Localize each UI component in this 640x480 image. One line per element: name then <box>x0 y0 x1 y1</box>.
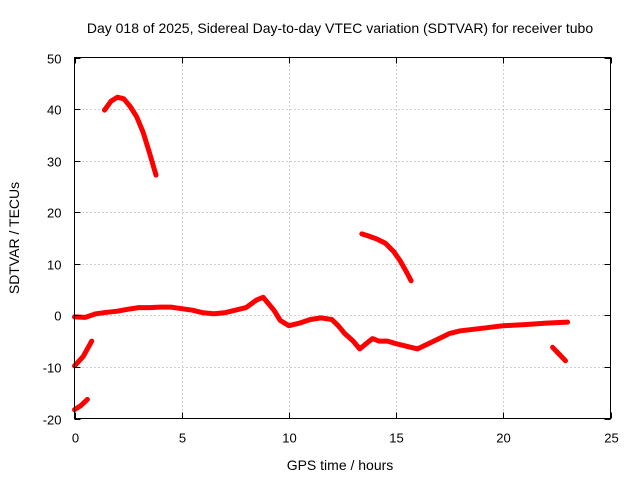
series-mid-descent <box>359 231 414 284</box>
series-early-low <box>72 396 90 413</box>
series-main <box>72 294 571 352</box>
series-late-drop <box>550 344 568 364</box>
y-tick-label: 30 <box>47 155 61 170</box>
x-tick-label: 0 <box>72 431 79 446</box>
x-axis-label: GPS time / hours <box>287 457 394 473</box>
grid-lines <box>74 57 611 419</box>
chart-title: Day 018 of 2025, Sidereal Day-to-day VTE… <box>87 20 594 36</box>
y-axis-label: SDTVAR / TECUs <box>6 182 22 294</box>
x-tick-label: 20 <box>496 431 510 446</box>
x-tick-label: 10 <box>282 431 296 446</box>
y-tick-label: 50 <box>47 52 61 67</box>
x-tick-label: 15 <box>389 431 403 446</box>
y-tick-label: -20 <box>43 413 62 428</box>
y-tick-label: 0 <box>54 309 61 324</box>
series-early-rise <box>72 338 95 369</box>
y-tick-label: 20 <box>47 206 61 221</box>
y-tick-label: -10 <box>43 361 62 376</box>
y-tick-label: 40 <box>47 103 61 118</box>
y-tick-labels: -20 -10 0 10 20 30 40 50 <box>43 52 62 428</box>
plot-frame <box>74 57 611 419</box>
axis-ticks <box>74 57 612 420</box>
series-arc-high <box>102 94 159 178</box>
data-series <box>72 94 571 413</box>
x-tick-label: 5 <box>179 431 186 446</box>
x-tick-labels: 0 5 10 15 20 25 <box>72 431 619 446</box>
x-tick-label: 25 <box>604 431 618 446</box>
y-tick-label: 10 <box>47 258 61 273</box>
